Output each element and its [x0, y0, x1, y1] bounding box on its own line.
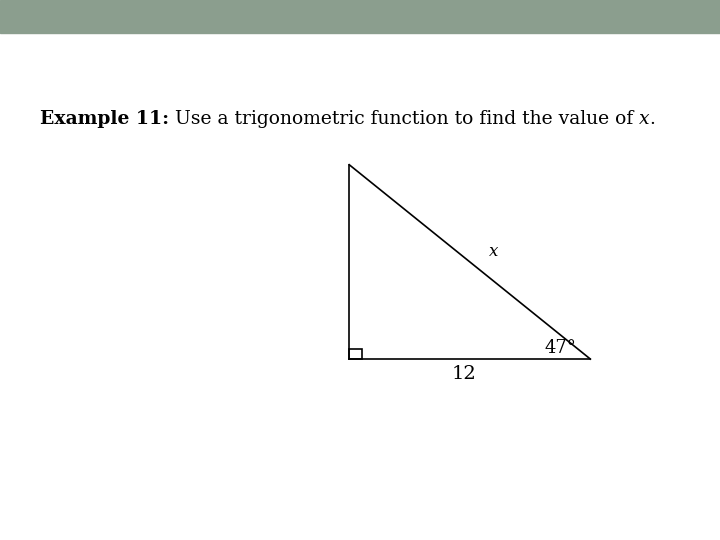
Text: 47°: 47°: [544, 339, 576, 357]
Text: Use a trigonometric function to find the value of: Use a trigonometric function to find the…: [168, 110, 639, 128]
Bar: [349, 349, 362, 359]
Bar: [0, 0, 720, 33]
Text: x: x: [639, 110, 649, 128]
Text: 12: 12: [452, 364, 477, 383]
Text: Example 11:: Example 11:: [40, 110, 168, 128]
Text: x: x: [488, 242, 498, 260]
Text: .: .: [649, 110, 655, 128]
